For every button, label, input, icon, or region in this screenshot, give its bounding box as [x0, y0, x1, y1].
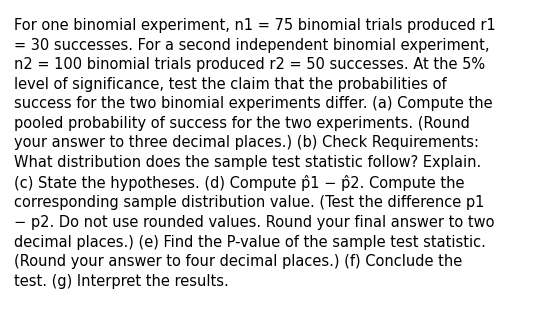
Text: For one binomial experiment, n1 = 75 binomial trials produced r1
= 30 successes.: For one binomial experiment, n1 = 75 bin…: [14, 18, 496, 289]
